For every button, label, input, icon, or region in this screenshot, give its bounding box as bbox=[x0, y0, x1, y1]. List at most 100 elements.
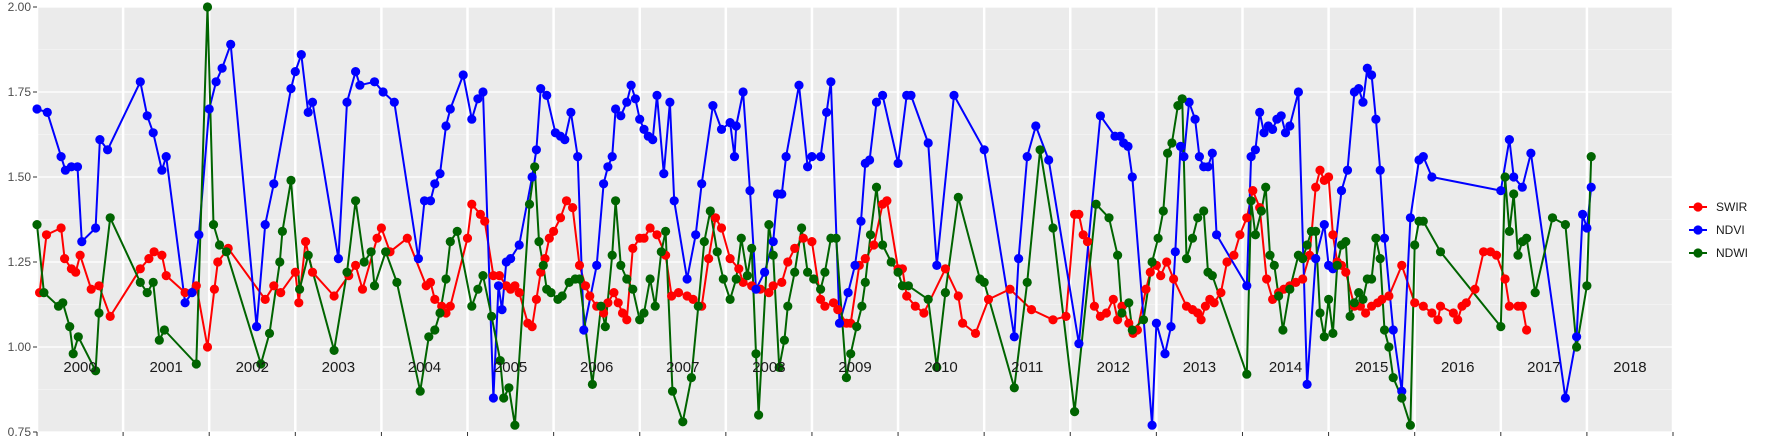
data-point-swir bbox=[1248, 186, 1258, 196]
data-point-ndvi bbox=[91, 223, 101, 233]
data-point-ndvi bbox=[1354, 84, 1364, 94]
data-point-ndwi bbox=[159, 325, 169, 335]
data-point-ndwi bbox=[504, 383, 514, 393]
data-point-swir bbox=[462, 233, 473, 243]
year-label: 2001 bbox=[149, 359, 182, 376]
data-point-ndwi bbox=[1572, 342, 1582, 352]
data-point-swir bbox=[603, 298, 613, 308]
data-point-ndvi bbox=[542, 90, 552, 100]
data-point-ndwi bbox=[1496, 322, 1506, 332]
data-point-ndwi bbox=[1319, 332, 1329, 342]
data-point-ndwi bbox=[1091, 199, 1101, 209]
data-point-ndvi bbox=[768, 237, 778, 247]
data-point-ndvi bbox=[1427, 172, 1437, 182]
data-point-ndvi bbox=[342, 97, 352, 107]
data-point-ndwi bbox=[1341, 237, 1351, 247]
data-point-ndwi bbox=[445, 237, 455, 247]
y-tick-label: 0.75 bbox=[8, 425, 32, 439]
data-point-ndwi bbox=[441, 274, 451, 284]
data-point-ndvi bbox=[269, 179, 279, 189]
year-label: 2004 bbox=[408, 359, 441, 376]
data-point-ndwi bbox=[359, 257, 369, 267]
data-point-ndvi bbox=[142, 111, 152, 121]
data-point-ndvi bbox=[579, 325, 589, 335]
data-point-swir bbox=[161, 271, 171, 281]
data-point-ndvi bbox=[1022, 152, 1032, 162]
data-point-ndwi bbox=[628, 284, 638, 294]
data-point-ndvi bbox=[716, 124, 727, 134]
data-point-ndvi bbox=[506, 254, 516, 264]
data-point-ndwi bbox=[342, 267, 352, 277]
data-point-ndvi bbox=[1009, 332, 1019, 342]
data-point-ndwi bbox=[467, 301, 477, 311]
year-label: 2017 bbox=[1527, 359, 1560, 376]
data-point-ndwi bbox=[893, 267, 903, 277]
data-point-swir bbox=[1193, 308, 1203, 318]
data-point-ndvi bbox=[290, 67, 300, 77]
data-point-ndwi bbox=[1586, 152, 1596, 162]
data-point-ndvi bbox=[435, 169, 445, 179]
data-point-ndwi bbox=[1560, 220, 1570, 230]
data-point-ndvi bbox=[303, 107, 313, 117]
data-point-ndvi bbox=[1397, 386, 1407, 396]
data-point-ndvi bbox=[497, 305, 507, 315]
data-point-ndwi bbox=[1278, 325, 1288, 335]
data-point-swir bbox=[1200, 301, 1210, 311]
data-point-ndwi bbox=[1199, 206, 1209, 216]
data-point-ndvi bbox=[1572, 332, 1582, 342]
data-point-ndvi bbox=[1194, 152, 1204, 162]
data-point-swir bbox=[544, 233, 554, 243]
data-point-swir bbox=[1117, 301, 1127, 311]
data-point-swir bbox=[294, 298, 304, 308]
data-point-ndvi bbox=[1336, 186, 1347, 196]
data-point-ndwi bbox=[667, 386, 678, 396]
data-point-ndwi bbox=[303, 250, 313, 260]
data-point-ndwi bbox=[1371, 233, 1381, 243]
data-point-swir bbox=[56, 223, 66, 233]
data-point-ndvi bbox=[573, 152, 583, 162]
data-point-ndvi bbox=[1184, 97, 1194, 107]
data-point-swir bbox=[180, 288, 190, 298]
data-point-ndwi bbox=[1375, 254, 1385, 264]
data-point-swir bbox=[673, 288, 684, 298]
data-point-ndvi bbox=[445, 104, 455, 114]
data-point-swir bbox=[1026, 305, 1037, 315]
data-point-ndvi bbox=[893, 158, 903, 168]
data-point-swir bbox=[209, 284, 219, 294]
data-point-ndvi bbox=[389, 97, 399, 107]
data-point-swir bbox=[1479, 247, 1489, 257]
data-point-ndvi bbox=[1147, 420, 1157, 430]
data-point-ndvi bbox=[211, 77, 221, 87]
legend-label: NDVI bbox=[1716, 223, 1745, 237]
data-point-ndwi bbox=[774, 362, 784, 372]
data-point-ndwi bbox=[1315, 308, 1325, 318]
data-point-ndvi bbox=[1280, 128, 1291, 138]
data-point-ndvi bbox=[669, 196, 679, 206]
data-point-ndwi bbox=[1397, 393, 1407, 403]
data-point-ndvi bbox=[822, 107, 832, 117]
data-point-ndvi bbox=[1517, 182, 1527, 192]
data-point-ndwi bbox=[650, 301, 660, 311]
y-tick-label: 2.00 bbox=[8, 0, 32, 14]
legend: SWIR NDVI NDWI bbox=[1689, 200, 1748, 260]
data-point-ndvi bbox=[843, 288, 853, 298]
data-point-ndwi bbox=[1124, 298, 1134, 308]
data-point-ndvi bbox=[1526, 148, 1536, 158]
data-point-swir bbox=[710, 213, 721, 223]
data-point-ndwi bbox=[510, 420, 520, 430]
data-point-ndvi bbox=[1509, 172, 1519, 182]
data-point-ndwi bbox=[747, 243, 757, 253]
year-label: 2008 bbox=[752, 359, 785, 376]
data-point-ndwi bbox=[718, 274, 728, 284]
data-point-swir bbox=[290, 267, 300, 277]
data-point-ndvi bbox=[1044, 155, 1054, 165]
data-point-ndvi bbox=[1179, 152, 1189, 162]
data-point-ndwi bbox=[1285, 284, 1295, 294]
data-point-swir bbox=[777, 277, 787, 287]
data-point-ndwi bbox=[1311, 226, 1321, 236]
data-point-ndwi bbox=[135, 277, 145, 287]
data-point-swir bbox=[480, 216, 490, 226]
data-point-swir bbox=[276, 288, 286, 298]
y-tick-label: 1.50 bbox=[8, 170, 32, 184]
